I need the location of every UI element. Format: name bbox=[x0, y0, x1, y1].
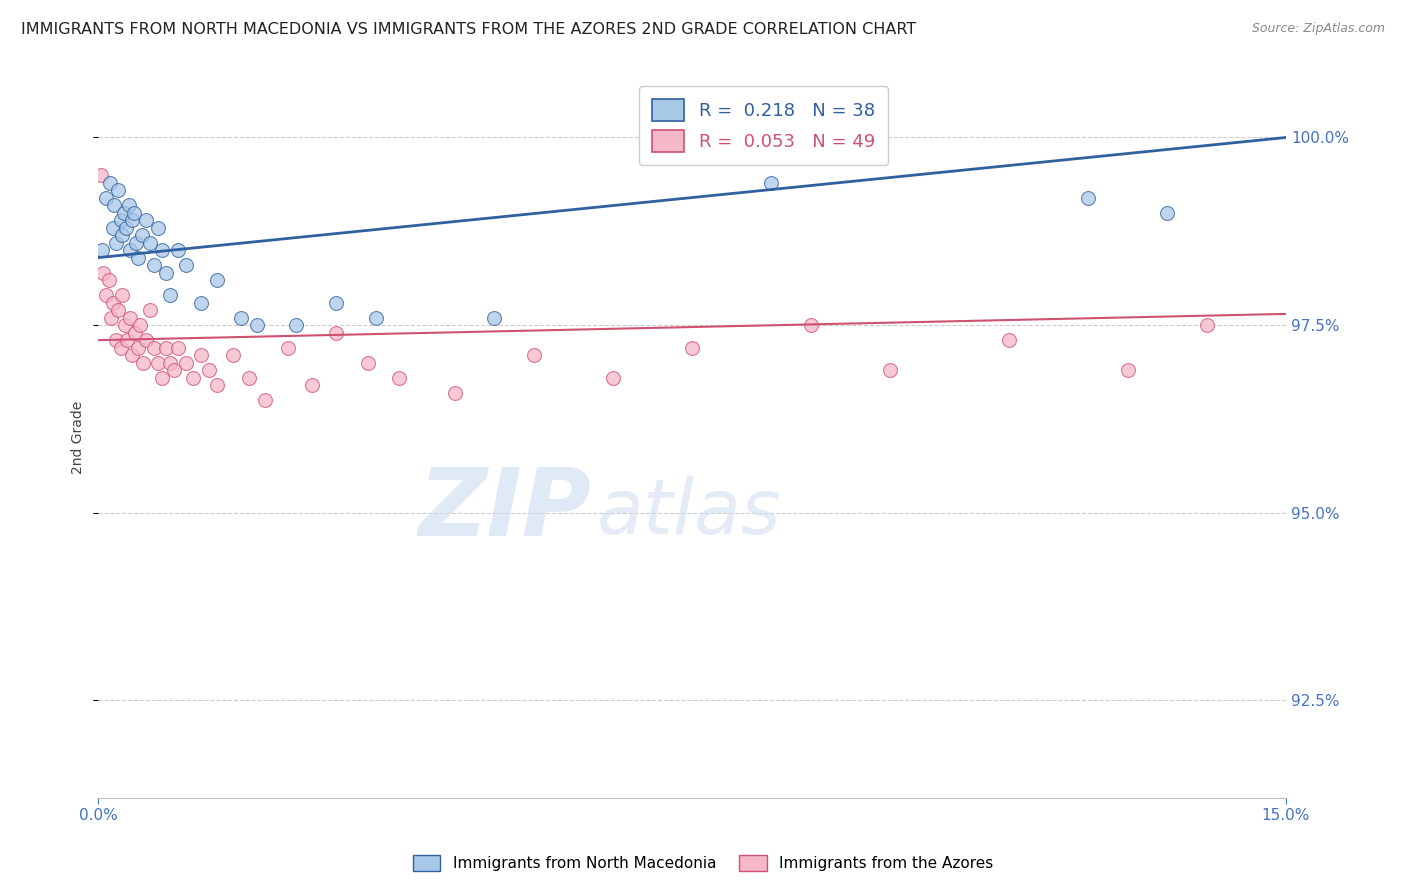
Point bbox=[100, 310, 122, 325]
Text: IMMIGRANTS FROM NORTH MACEDONIA VS IMMIGRANTS FROM THE AZORES 2ND GRADE CORRELAT: IMMIGRANTS FROM NORTH MACEDONIA VS IMMIG… bbox=[21, 22, 917, 37]
Point bbox=[103, 198, 125, 212]
Point bbox=[91, 266, 114, 280]
Point bbox=[325, 295, 347, 310]
Point bbox=[325, 326, 347, 340]
Point bbox=[146, 220, 169, 235]
Text: Source: ZipAtlas.com: Source: ZipAtlas.com bbox=[1251, 22, 1385, 36]
Point bbox=[1156, 205, 1178, 219]
Point bbox=[166, 341, 188, 355]
Point bbox=[110, 341, 132, 355]
Point bbox=[364, 310, 387, 325]
Y-axis label: 2nd Grade: 2nd Grade bbox=[72, 401, 86, 475]
Point bbox=[115, 333, 138, 347]
Point bbox=[117, 198, 139, 212]
Point bbox=[139, 303, 162, 318]
Point bbox=[96, 190, 118, 204]
Point bbox=[800, 318, 823, 333]
Point bbox=[1077, 190, 1099, 204]
Point bbox=[222, 348, 245, 362]
Point bbox=[122, 205, 145, 219]
Point bbox=[101, 220, 124, 235]
Point bbox=[253, 393, 276, 408]
Point bbox=[97, 273, 120, 287]
Point bbox=[879, 363, 901, 377]
Point bbox=[205, 273, 228, 287]
Point bbox=[120, 243, 142, 257]
Point bbox=[681, 341, 703, 355]
Point bbox=[229, 310, 252, 325]
Point bbox=[388, 370, 411, 384]
Point bbox=[142, 258, 165, 272]
Point bbox=[91, 243, 114, 257]
Point bbox=[285, 318, 308, 333]
Point bbox=[111, 288, 134, 302]
Point bbox=[155, 266, 177, 280]
Point bbox=[183, 370, 205, 384]
Point bbox=[150, 370, 173, 384]
Point bbox=[98, 176, 121, 190]
Point bbox=[129, 318, 152, 333]
Point bbox=[142, 341, 165, 355]
Point bbox=[484, 310, 506, 325]
Point bbox=[135, 213, 157, 227]
Point bbox=[1195, 318, 1218, 333]
Point bbox=[301, 378, 323, 392]
Point bbox=[356, 356, 378, 370]
Point bbox=[107, 183, 129, 197]
Point bbox=[602, 370, 624, 384]
Point bbox=[111, 228, 134, 243]
Point bbox=[127, 341, 149, 355]
Point bbox=[174, 356, 197, 370]
Point bbox=[121, 348, 143, 362]
Point bbox=[90, 168, 112, 182]
Point bbox=[238, 370, 260, 384]
Point bbox=[159, 356, 181, 370]
Point bbox=[131, 228, 153, 243]
Point bbox=[159, 288, 181, 302]
Point bbox=[124, 326, 146, 340]
Legend: Immigrants from North Macedonia, Immigrants from the Azores: Immigrants from North Macedonia, Immigra… bbox=[406, 849, 1000, 877]
Point bbox=[139, 235, 162, 250]
Point bbox=[125, 235, 148, 250]
Point bbox=[127, 251, 149, 265]
Point bbox=[761, 176, 783, 190]
Point bbox=[115, 220, 138, 235]
Point bbox=[166, 243, 188, 257]
Point bbox=[1116, 363, 1139, 377]
Point bbox=[104, 235, 127, 250]
Point bbox=[155, 341, 177, 355]
Text: atlas: atlas bbox=[598, 476, 782, 550]
Point bbox=[107, 303, 129, 318]
Point bbox=[190, 295, 212, 310]
Point bbox=[163, 363, 186, 377]
Point bbox=[110, 213, 132, 227]
Point bbox=[190, 348, 212, 362]
Point bbox=[443, 385, 465, 400]
Point bbox=[112, 205, 135, 219]
Point bbox=[146, 356, 169, 370]
Point bbox=[104, 333, 127, 347]
Point bbox=[523, 348, 546, 362]
Point bbox=[120, 310, 142, 325]
Point bbox=[132, 356, 155, 370]
Point bbox=[96, 288, 118, 302]
Point bbox=[998, 333, 1021, 347]
Text: ZIP: ZIP bbox=[419, 464, 592, 556]
Point bbox=[277, 341, 299, 355]
Point bbox=[103, 295, 125, 310]
Point bbox=[205, 378, 228, 392]
Point bbox=[150, 243, 173, 257]
Legend: R =  0.218   N = 38, R =  0.053   N = 49: R = 0.218 N = 38, R = 0.053 N = 49 bbox=[640, 87, 887, 165]
Point bbox=[114, 318, 136, 333]
Point bbox=[246, 318, 269, 333]
Point bbox=[174, 258, 197, 272]
Point bbox=[198, 363, 221, 377]
Point bbox=[121, 213, 143, 227]
Point bbox=[135, 333, 157, 347]
